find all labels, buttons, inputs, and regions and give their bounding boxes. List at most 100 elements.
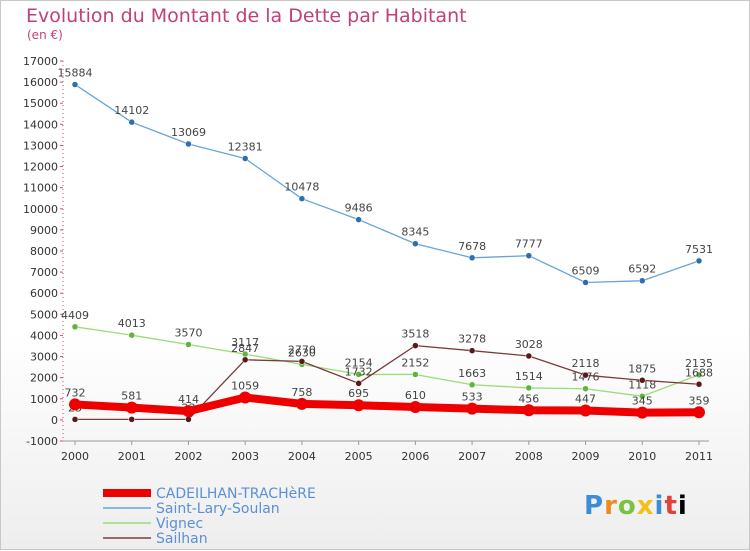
x-tick-label: 2001 [118,450,146,463]
data-point-0 [352,399,365,412]
data-point-3 [128,416,135,423]
data-label-0: 695 [348,387,369,400]
data-point-0 [522,404,535,417]
data-point-3 [412,342,419,349]
x-tick-label: 2008 [515,450,543,463]
legend-label-2: Vignec [156,516,203,532]
data-label-3: 2847 [231,342,259,355]
data-label-0: 345 [632,395,653,408]
data-label-0: 1059 [231,380,259,393]
y-tick-label: 10000 [23,203,58,216]
data-point-0 [69,398,81,411]
data-label-3: 2118 [572,357,600,370]
data-point-0 [295,397,308,410]
x-tick-label: 2000 [61,450,89,463]
data-point-0 [636,406,649,419]
y-tick-label: 16000 [23,76,58,89]
series-line-2 [74,326,700,397]
y-tick-label: 12000 [23,161,58,174]
y-tick-label: 15000 [23,97,58,110]
x-tick-label: 2009 [572,450,600,463]
y-tick-label: 0 [51,414,58,427]
data-label-3: 1875 [628,362,656,375]
data-point-3 [639,377,646,384]
data-label-2: 1663 [458,367,486,380]
data-point-0 [182,405,195,418]
x-tick-label: 2011 [685,450,713,463]
x-tick-label: 2004 [288,450,316,463]
data-point-1 [695,257,703,265]
data-label-1: 6592 [628,263,656,276]
y-tick-label: -1000 [26,435,58,448]
data-point-2 [468,381,476,389]
x-tick-label: 2002 [174,450,202,463]
data-label-2: 1118 [628,378,656,391]
data-label-1: 8345 [401,226,429,239]
data-label-2: 3570 [174,327,202,340]
data-label-2: 2152 [401,356,429,369]
legend-label-0: CADEILHAN-TRACHèRE [156,486,316,502]
y-tick-label: 2000 [30,372,58,385]
data-point-3 [695,381,703,388]
data-point-3 [525,352,533,360]
data-point-2 [185,341,192,348]
series-line-1 [74,84,700,284]
data-point-0 [579,404,592,417]
data-point-1 [468,254,476,262]
data-label-1: 7678 [458,240,486,253]
y-tick-label: 14000 [23,118,58,131]
data-label-1: 6509 [572,264,600,277]
chart-title: Evolution du Montant de la Dette par Hab… [26,5,467,27]
data-label-0: 732 [65,386,86,399]
x-tick-label: 2006 [401,450,429,463]
data-point-3 [185,416,192,423]
data-point-2 [639,393,646,400]
data-point-3 [582,371,589,379]
data-label-0: 447 [575,392,596,405]
data-label-3: 1732 [345,365,373,378]
data-label-2: 2135 [685,357,713,370]
data-point-2 [582,385,589,392]
data-point-0 [409,401,422,414]
data-point-2 [128,331,135,339]
data-point-0 [125,401,138,414]
y-tick-label: 17000 [23,55,58,68]
data-point-2 [355,371,362,378]
data-label-1: 12381 [228,141,263,154]
data-point-3 [298,358,306,365]
data-label-1: 15884 [58,67,93,80]
y-tick-label: 5000 [30,308,58,321]
y-tick-label: 11000 [23,182,58,195]
data-point-2 [525,384,533,392]
chart-subtitle: (en €) [27,28,63,42]
data-label-0: 456 [518,392,539,405]
legend-label-3: Sailhan [156,531,208,547]
data-point-1 [128,118,135,126]
y-tick-label: 8000 [30,245,58,258]
data-point-3 [241,356,249,364]
data-point-1 [582,279,589,286]
y-tick-label: 3000 [30,351,58,364]
data-point-0 [466,402,479,415]
data-label-0: 359 [689,394,710,407]
data-point-0 [239,391,252,404]
data-label-1: 7777 [515,238,543,251]
data-label-2: 4409 [61,309,89,322]
data-point-2 [71,323,79,331]
x-tick-label: 2003 [231,450,259,463]
data-label-0: 414 [178,393,199,406]
data-label-1: 13069 [171,126,206,139]
y-tick-label: 4000 [30,329,58,342]
data-label-3: 3028 [515,338,543,351]
data-point-2 [695,371,703,379]
data-label-0: 533 [462,391,483,404]
data-point-2 [412,371,419,378]
data-label-2: 3117 [231,336,259,349]
data-label-2: 1514 [515,370,543,383]
data-point-1 [525,252,533,259]
series-line-0 [74,393,700,417]
data-label-3: 1688 [685,366,713,379]
data-label-3: 3518 [401,328,429,341]
data-label-1: 7531 [685,243,713,256]
